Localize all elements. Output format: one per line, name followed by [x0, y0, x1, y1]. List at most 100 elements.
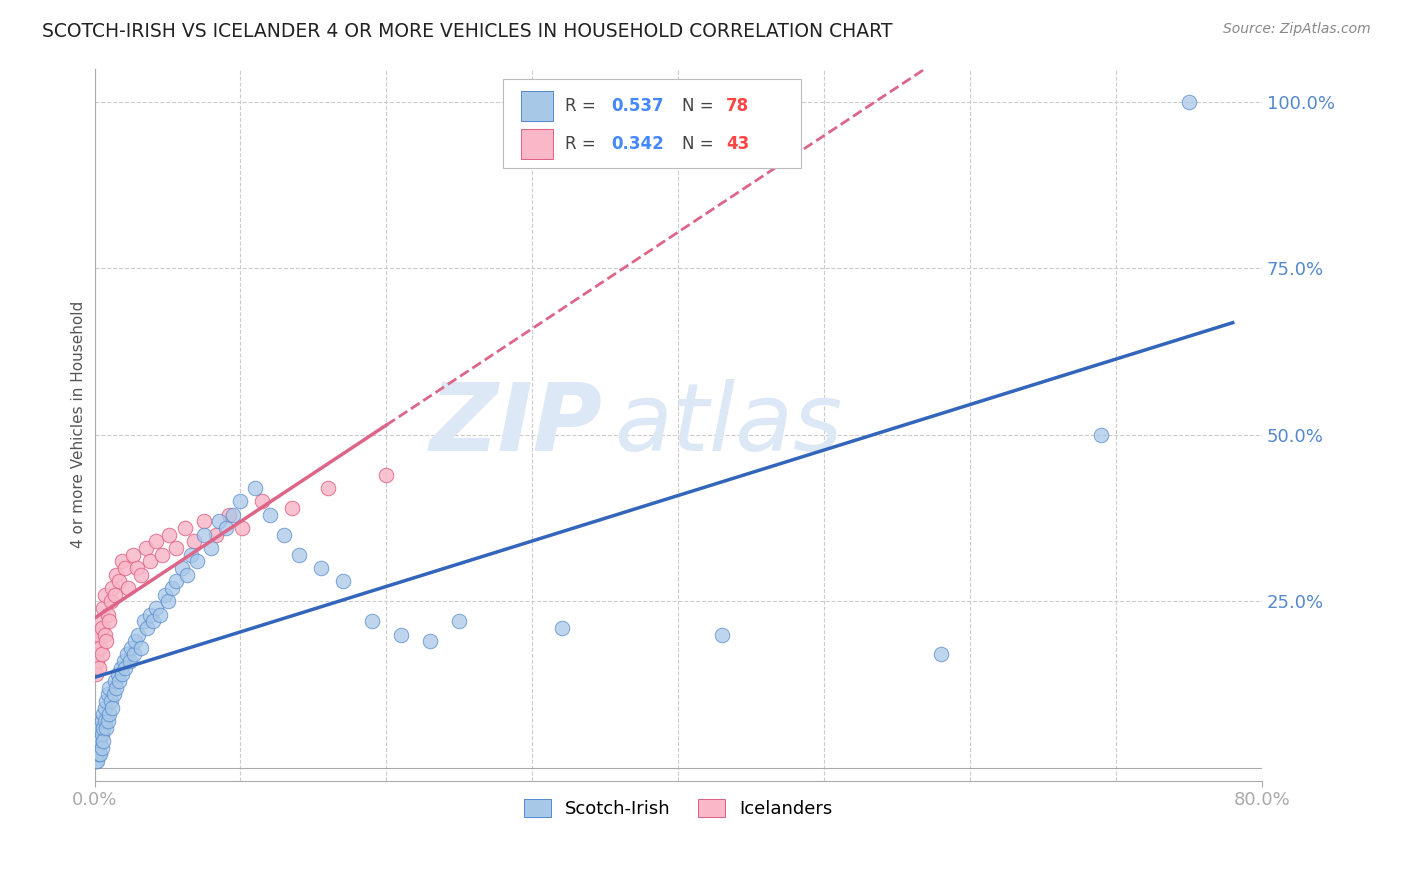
Point	[100, 694, 122, 708]
Point	[91, 707, 114, 722]
Point	[231, 521, 253, 535]
Point	[91, 734, 114, 748]
Point	[142, 614, 165, 628]
Point	[107, 667, 129, 681]
Point	[94, 588, 117, 602]
Point	[1090, 427, 1112, 442]
Point	[136, 621, 159, 635]
FancyBboxPatch shape	[503, 79, 801, 169]
Point	[89, 640, 111, 655]
Point	[90, 727, 112, 741]
Point	[129, 567, 152, 582]
Point	[103, 688, 125, 702]
Text: Source: ZipAtlas.com: Source: ZipAtlas.com	[1223, 22, 1371, 37]
Text: 0.537: 0.537	[612, 96, 664, 115]
Point	[90, 621, 112, 635]
Point	[389, 627, 412, 641]
Point	[145, 534, 167, 549]
Point	[200, 541, 222, 555]
Point	[375, 467, 398, 482]
Point	[87, 661, 110, 675]
Point	[118, 654, 141, 668]
Point	[157, 527, 180, 541]
Point	[117, 581, 139, 595]
Point	[186, 554, 208, 568]
Text: N =: N =	[682, 96, 718, 115]
Point	[316, 481, 339, 495]
Point	[309, 561, 332, 575]
Point	[89, 721, 111, 735]
Point	[84, 740, 107, 755]
Point	[90, 714, 112, 728]
Point	[135, 541, 157, 555]
Point	[96, 721, 118, 735]
Point	[273, 527, 295, 541]
Point	[165, 541, 187, 555]
Point	[108, 674, 131, 689]
Point	[86, 747, 108, 762]
Point	[87, 627, 110, 641]
Point	[122, 648, 145, 662]
Text: SCOTCH-IRISH VS ICELANDER 4 OR MORE VEHICLES IN HOUSEHOLD CORRELATION CHART: SCOTCH-IRISH VS ICELANDER 4 OR MORE VEHI…	[42, 22, 893, 41]
Point	[280, 500, 302, 515]
Point	[101, 700, 124, 714]
Point	[156, 594, 179, 608]
Point	[150, 548, 173, 562]
Point	[252, 494, 274, 508]
Point	[86, 634, 108, 648]
Point	[127, 627, 149, 641]
Point	[104, 674, 127, 689]
Text: atlas: atlas	[614, 379, 842, 470]
Point	[86, 754, 108, 768]
Point	[139, 554, 162, 568]
Point	[112, 654, 135, 668]
Point	[139, 607, 162, 622]
Point	[114, 561, 136, 575]
Point	[288, 548, 311, 562]
Point	[172, 561, 194, 575]
Point	[149, 607, 172, 622]
Point	[160, 581, 183, 595]
Point	[89, 747, 111, 762]
Point	[98, 614, 121, 628]
Point	[91, 721, 114, 735]
Point	[94, 714, 117, 728]
Text: R =: R =	[565, 136, 600, 153]
Point	[91, 600, 114, 615]
Point	[174, 521, 197, 535]
Point	[84, 667, 107, 681]
Text: 43: 43	[725, 136, 749, 153]
Point	[193, 527, 215, 541]
Point	[124, 634, 146, 648]
Text: 78: 78	[725, 96, 749, 115]
Point	[94, 627, 117, 641]
Point	[204, 527, 226, 541]
Point	[98, 681, 121, 695]
Point	[711, 627, 734, 641]
Point	[105, 567, 128, 582]
Point	[89, 614, 111, 628]
Point	[96, 634, 118, 648]
Point	[134, 614, 156, 628]
Point	[87, 727, 110, 741]
Text: 0.342: 0.342	[612, 136, 665, 153]
Point	[243, 481, 266, 495]
Point	[222, 508, 245, 522]
Point	[145, 600, 167, 615]
Point	[120, 640, 142, 655]
Point	[87, 740, 110, 755]
Point	[111, 667, 134, 681]
Point	[121, 548, 143, 562]
Point	[215, 521, 238, 535]
Text: N =: N =	[682, 136, 718, 153]
Text: R =: R =	[565, 96, 600, 115]
Point	[104, 588, 127, 602]
Point	[90, 740, 112, 755]
Point	[332, 574, 354, 589]
Point	[129, 640, 152, 655]
Point	[193, 514, 215, 528]
Point	[218, 508, 240, 522]
Point	[115, 648, 138, 662]
Point	[100, 594, 122, 608]
Point	[114, 661, 136, 675]
